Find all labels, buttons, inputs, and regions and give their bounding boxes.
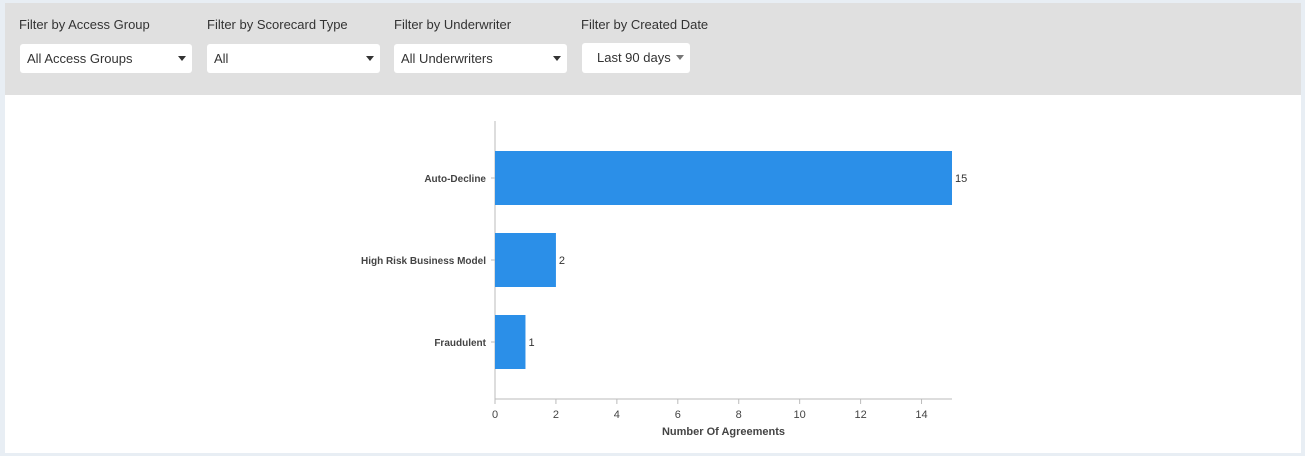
filter-bar: Filter by Access Group All Access Groups… [5,3,1301,95]
category-label: High Risk Business Model [361,256,486,267]
scorecard-type-select-value: All [214,51,229,66]
category-label: Auto-Decline [424,174,486,185]
x-tick-label: 6 [675,409,681,421]
dashboard-panel: Filter by Access Group All Access Groups… [5,3,1301,453]
x-axis-title: Number Of Agreements [662,426,785,438]
chevron-down-icon [178,56,186,61]
created-date-select[interactable]: Last 90 days [582,43,690,73]
bar-chart: Auto-Decline 15 High Risk Business Model 2 F… [361,121,967,438]
chevron-down-icon [553,56,561,61]
filter-scorecard-type-label: Filter by Scorecard Type [207,17,348,32]
data-label: 1 [528,337,534,349]
underwriter-select-value: All Underwriters [401,51,493,66]
x-tick-label: 2 [553,409,559,421]
bar [495,315,526,369]
access-group-select-value: All Access Groups [27,51,133,66]
created-date-select-value: Last 90 days [597,50,671,65]
x-tick-label: 14 [915,409,927,421]
filter-scorecard-type: Filter by Scorecard Type [207,17,348,33]
filter-underwriter-label: Filter by Underwriter [394,17,512,32]
chevron-down-icon [676,55,684,60]
underwriter-select[interactable]: All Underwriters [394,44,567,73]
x-tick-label: 0 [492,409,498,421]
bar [495,151,952,205]
x-tick-label: 10 [794,409,806,421]
chevron-down-icon [366,56,374,61]
filter-access-group-label: Filter by Access Group [19,17,150,32]
access-group-select[interactable]: All Access Groups [20,44,192,73]
filter-created-date-label: Filter by Created Date [581,17,709,32]
x-tick-label: 8 [736,409,742,421]
x-tick-label: 4 [614,409,620,421]
bar [495,233,556,287]
category-label: Fraudulent [434,338,486,349]
scorecard-type-select[interactable]: All [207,44,380,73]
data-label: 15 [955,173,967,185]
filter-underwriter: Filter by Underwriter [394,17,511,33]
filter-access-group: Filter by Access Group [19,17,150,33]
x-tick-label: 12 [854,409,866,421]
filter-created-date: Filter by Created Date [581,17,708,33]
data-label: 2 [559,255,565,267]
